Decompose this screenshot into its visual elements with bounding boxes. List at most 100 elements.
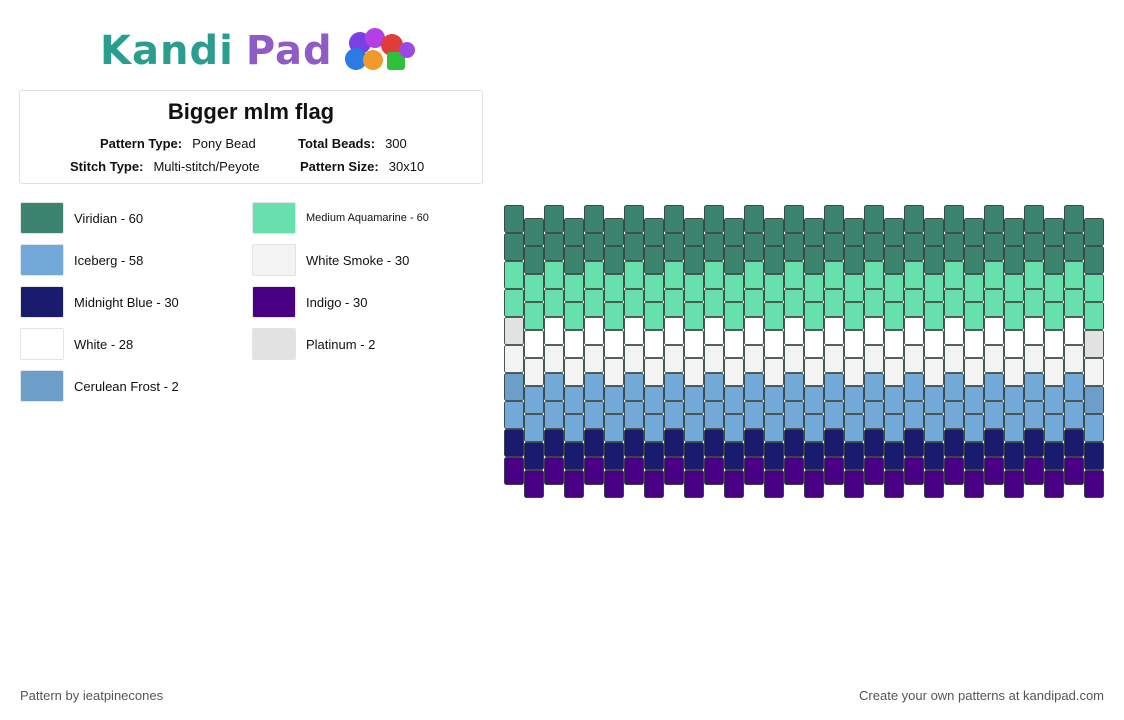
legend-item: Midnight Blue - 30 [20,286,179,318]
bead [784,345,804,373]
bead [744,261,764,289]
bead [684,358,704,386]
bead [1004,246,1024,274]
bead [1084,218,1104,246]
bead [944,317,964,345]
bead [704,401,724,429]
bead [624,205,644,233]
bead [1044,386,1064,414]
bead [564,274,584,302]
bead [704,373,724,401]
bead [784,457,804,485]
bead [924,386,944,414]
legend-swatch [20,286,64,318]
legend-swatch [252,286,296,318]
bead [704,429,724,457]
bead [1004,386,1024,414]
bead [524,386,544,414]
bead [684,470,704,498]
bead [1084,386,1104,414]
logo-text-pad: Pad [245,28,333,74]
bead [724,470,744,498]
bead [504,233,524,261]
bead [864,233,884,261]
bead [524,302,544,330]
bead [1004,442,1024,470]
total-beads-value: 300 [385,136,407,151]
bead [844,386,864,414]
bead [884,274,904,302]
bead [1064,429,1084,457]
bead [1004,358,1024,386]
bead [604,442,624,470]
bead [504,373,524,401]
stitch-type-value: Multi-stitch/Peyote [153,159,260,174]
bead [684,302,704,330]
bead [564,470,584,498]
bead [1024,233,1044,261]
pattern-size-value: 30x10 [388,159,425,174]
bead [944,233,964,261]
bead [864,205,884,233]
bead [504,429,524,457]
bead [704,233,724,261]
bead [804,218,824,246]
bead [624,457,644,485]
bead [624,261,644,289]
bead [904,289,924,317]
legend-item: Cerulean Frost - 2 [20,370,179,402]
bead [924,218,944,246]
bead [684,246,704,274]
bead [764,386,784,414]
bead [1044,358,1064,386]
bead [764,470,784,498]
bead [704,317,724,345]
bead [764,358,784,386]
bead [564,330,584,358]
bead [564,246,584,274]
bead [1084,246,1104,274]
legend-label: Indigo - 30 [306,294,368,310]
bead [964,302,984,330]
bead [704,205,724,233]
bead [864,317,884,345]
bead [744,401,764,429]
bead [824,205,844,233]
bead [664,373,684,401]
bead [1064,345,1084,373]
bead [744,205,764,233]
bead [644,246,664,274]
bead [924,330,944,358]
bead [544,317,564,345]
bead [924,302,944,330]
bead [904,401,924,429]
bead [1064,317,1084,345]
bead [1064,233,1084,261]
bead [884,330,904,358]
bead [684,274,704,302]
legend-label: White - 28 [74,336,134,352]
bead [724,442,744,470]
pattern-credit: Pattern by ieatpinecones [20,688,164,703]
bead [724,302,744,330]
bead [804,470,824,498]
bead [804,246,824,274]
bead [964,442,984,470]
bead [1044,302,1064,330]
bead [804,358,824,386]
bead [704,261,724,289]
bead [584,401,604,429]
bead [844,358,864,386]
bead [1084,442,1104,470]
bead [604,330,624,358]
bead [664,233,684,261]
bead [764,218,784,246]
bead [844,218,864,246]
legend-item: Platinum - 2 [252,328,375,360]
bead [644,302,664,330]
total-beads-label: Total Beads: [298,136,376,151]
bead [684,414,704,442]
bead [584,205,604,233]
create-patterns-link[interactable]: Create your own patterns at kandipad.com [859,688,1104,703]
